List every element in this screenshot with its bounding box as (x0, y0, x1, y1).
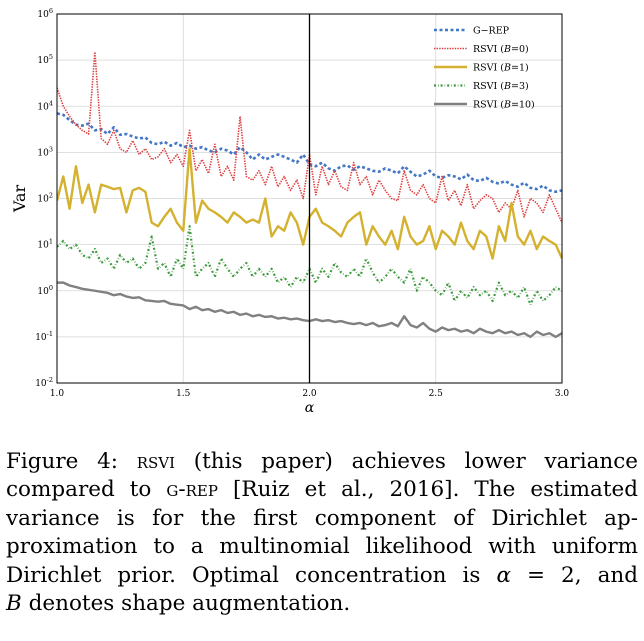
legend-label-3: RSVI (B=3) (473, 81, 529, 92)
legend-label-2: RSVI (B=1) (473, 63, 529, 74)
legend-label-0: G−REP (473, 26, 510, 37)
y-tick-label: 102 (37, 192, 53, 205)
y-axis-label: Var (10, 185, 29, 214)
caption-line: Figure 4: rsvi (this paper) achieves low… (6, 449, 639, 474)
x-tick-label: 1.0 (50, 389, 65, 399)
y-tick-label: 105 (37, 53, 53, 66)
y-tick-label: 106 (37, 7, 53, 20)
legend: G−REP RSVI (B=0) RSVI (B=1) RSVI (B=3) RSVI … (434, 26, 535, 111)
caption-line: proximation to a multinomial likelihood … (6, 534, 638, 560)
y-tick-label: 10-1 (35, 330, 53, 343)
x-tick-label: 3.0 (555, 389, 570, 399)
x-axis-label: α (305, 400, 315, 416)
x-tick-label: 1.5 (176, 389, 191, 399)
y-tick-label: 103 (37, 145, 53, 158)
plot-frame (56, 13, 563, 384)
x-tick-label: 2.0 (302, 389, 317, 399)
caption-line: variance is for the first component of D… (6, 505, 638, 531)
figure-caption: Figure 4: rsvi (this paper) achieves low… (6, 448, 638, 618)
y-tick-label: 104 (37, 99, 53, 112)
figure-chart: 1.0 1.5 2.0 2.5 3.0 10-2 10-1 100 101 102 103 104 10… (10, 7, 570, 416)
caption-smallcaps: g-rep (166, 477, 218, 503)
x-tick-label: 2.5 (429, 389, 444, 399)
caption-math: α (496, 562, 511, 588)
legend-label-4: RSVI (B=10) (473, 100, 535, 111)
caption-smallcaps: rsvi (136, 449, 176, 474)
y-tick-label: 10-2 (35, 376, 53, 389)
variance-chart-svg: 1.0 1.5 2.0 2.5 3.0 10-2 10-1 100 101 102 103 104 10… (10, 7, 570, 416)
y-tick-label: 100 (37, 284, 53, 297)
caption-math: B (6, 591, 22, 617)
caption-line: compared to g-rep [Ruiz et al., 2016]. T… (6, 477, 638, 503)
caption-line: B denotes shape augmentation. (6, 591, 351, 617)
y-tick-label: 101 (37, 238, 53, 251)
legend-label-1: RSVI (B=0) (473, 44, 529, 55)
caption-line: Dirichlet prior. Optimal concentration i… (6, 562, 638, 588)
